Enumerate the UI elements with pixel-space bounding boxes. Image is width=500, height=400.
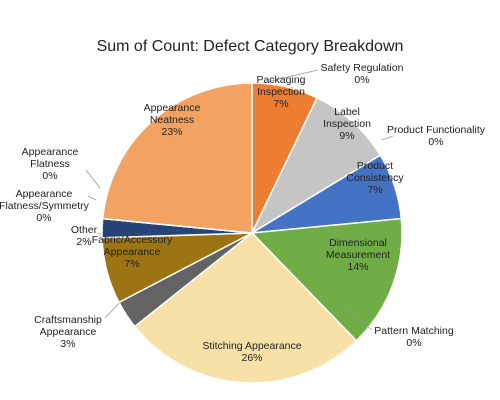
slice-label: Stitching Appearance 26% — [192, 340, 312, 364]
pie-slice — [250, 217, 403, 342]
value-label: 0% — [42, 170, 58, 182]
slice-label: Appearance Flatness 0% — [10, 146, 90, 182]
slice-label: Appearance Flatness/Symmetry 0% — [0, 188, 89, 224]
slice-label: Pattern Matching 0% — [364, 325, 464, 349]
category-label: Stitching Appearance — [202, 340, 302, 352]
leader-line — [381, 135, 394, 141]
slice-label: Fabric/Accessory Appearance 7% — [87, 234, 177, 270]
leader-line — [85, 169, 101, 189]
category-label: Appearance Flatness — [21, 146, 79, 170]
category-label: Appearance Neatness — [143, 102, 201, 126]
leader-line — [87, 195, 97, 201]
slice-label: Label Inspection 9% — [312, 106, 382, 142]
pie-slice — [250, 96, 382, 235]
category-label: Product Functionality — [386, 124, 486, 136]
category-label: Safety Regulation — [320, 62, 404, 74]
value-label: 7% — [124, 258, 140, 270]
slice-label: Packaging Inspection 7% — [246, 74, 316, 110]
value-label: 14% — [347, 261, 369, 273]
value-label: 0% — [36, 212, 52, 224]
value-label: 3% — [60, 338, 76, 350]
slice-label: Product Consistency 7% — [340, 160, 410, 196]
slice-label: Appearance Neatness 23% — [132, 102, 212, 138]
category-label: Label Inspection — [323, 106, 371, 130]
value-label: 7% — [367, 184, 383, 196]
category-label: Dimensional Measurement — [325, 237, 391, 261]
value-label: 26% — [241, 352, 263, 364]
value-label: 0% — [406, 337, 422, 349]
category-label: Pattern Matching — [374, 325, 454, 337]
slice-label: Craftsmanship Appearance 3% — [23, 314, 113, 350]
pie-slice — [101, 82, 253, 234]
category-label: Other — [70, 224, 98, 236]
value-label: 23% — [161, 126, 183, 138]
leader-line — [344, 307, 373, 331]
pie-slice — [133, 231, 358, 384]
category-label: Appearance Flatness/Symmetry — [0, 188, 89, 212]
category-label: Product Consistency — [346, 160, 404, 184]
category-label: Fabric/Accessory Appearance — [91, 234, 173, 258]
category-label: Packaging Inspection — [256, 74, 306, 98]
value-label: 0% — [354, 74, 370, 86]
leader-line — [257, 69, 319, 85]
slice-label: Dimensional Measurement 14% — [318, 237, 398, 273]
slice-label: Safety Regulation 0% — [307, 62, 417, 86]
value-label: 7% — [273, 98, 289, 110]
slice-label: Product Functionality 0% — [376, 124, 496, 148]
value-label: 0% — [428, 136, 444, 148]
category-label: Craftsmanship Appearance — [34, 314, 102, 338]
chart-title: Sum of Count: Defect Category Breakdown — [96, 38, 404, 55]
value-label: 9% — [339, 130, 355, 142]
slice-label: Other 2% — [64, 224, 104, 248]
value-label: 2% — [76, 236, 92, 248]
